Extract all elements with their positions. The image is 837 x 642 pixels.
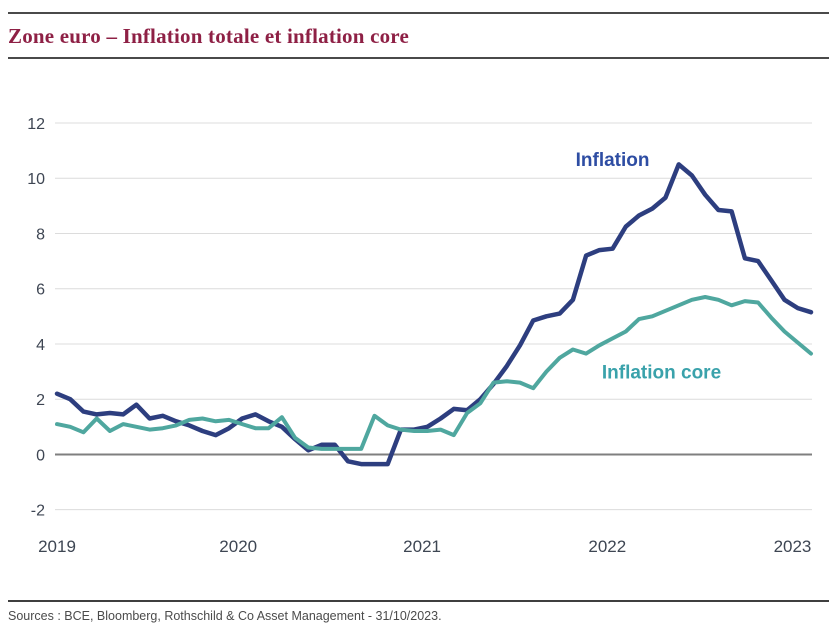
x-tick-label: 2020 — [219, 537, 257, 556]
sources-note: Sources : BCE, Bloomberg, Rothschild & C… — [8, 609, 442, 623]
x-tick-label: 2019 — [38, 537, 76, 556]
y-tick-label: 8 — [36, 226, 45, 243]
y-tick-label: 6 — [36, 282, 45, 299]
footer-divider — [8, 600, 829, 602]
inflation-label: Inflation — [576, 150, 650, 171]
y-tick-label: 12 — [27, 116, 45, 133]
y-tick-label: 0 — [36, 447, 45, 464]
y-tick-label: 10 — [27, 171, 45, 188]
x-tick-label: 2023 — [774, 537, 812, 556]
inflation-line — [54, 162, 814, 467]
y-tick-label: 2 — [36, 392, 45, 409]
x-tick-label: 2022 — [588, 537, 626, 556]
inflation-core-line — [55, 295, 813, 451]
chart-title: Zone euro – Inflation totale et inflatio… — [8, 24, 409, 48]
y-tick-label: 4 — [36, 337, 45, 354]
x-tick-label: 2021 — [403, 537, 441, 556]
top-divider — [8, 12, 829, 14]
inflation-core-label: Inflation core — [602, 363, 721, 384]
y-tick-label: -2 — [31, 503, 45, 520]
title-divider — [8, 57, 829, 59]
